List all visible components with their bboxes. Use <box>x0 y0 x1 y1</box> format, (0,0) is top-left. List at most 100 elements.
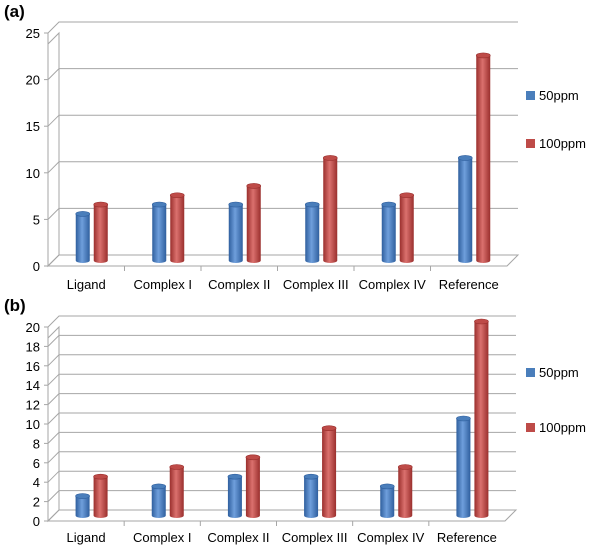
bar-100ppm-complex-ii <box>246 183 262 263</box>
bar-top <box>228 201 244 208</box>
bar-body <box>380 486 395 518</box>
bar-100ppm-complex-iv <box>399 192 415 263</box>
y-tick-label: 2 <box>33 495 40 510</box>
y-tick-label: 15 <box>26 119 40 134</box>
legend-swatch-50ppm <box>526 368 535 377</box>
bar-top <box>93 473 108 480</box>
legend-swatch-100ppm <box>526 423 535 432</box>
gridline <box>47 431 516 444</box>
bar-top <box>75 211 91 217</box>
gridline <box>47 68 518 80</box>
bar-top <box>169 464 185 470</box>
bar-body <box>227 476 242 518</box>
bar-body <box>323 157 338 263</box>
bar-100ppm-reference <box>474 318 489 518</box>
gridline <box>47 354 516 367</box>
bar-100ppm-ligand <box>93 201 109 263</box>
bar-body <box>228 204 243 263</box>
y-tick-label: 4 <box>33 475 40 490</box>
bar-50ppm-complex-i <box>151 201 167 263</box>
bar-100ppm-complex-iii <box>321 425 337 518</box>
bar-body <box>75 496 90 518</box>
bar-50ppm-complex-iv <box>381 201 397 263</box>
legend-label-50ppm: 50ppm <box>539 88 579 103</box>
gridline <box>47 114 518 127</box>
x-category-label: Complex IV <box>359 277 427 292</box>
bar-body <box>474 321 489 518</box>
bar-top <box>151 201 167 208</box>
y-tick-label: 0 <box>33 259 40 274</box>
y-tick-label: 20 <box>26 320 40 335</box>
bar-top <box>303 473 319 480</box>
x-category-label: Complex III <box>282 530 348 545</box>
y-tick-label: 18 <box>26 339 40 354</box>
gridline <box>47 161 518 174</box>
bar-50ppm-ligand <box>75 493 90 518</box>
bar-top <box>379 483 395 490</box>
bar-100ppm-complex-i <box>169 192 185 263</box>
x-category-label: Ligand <box>67 530 106 545</box>
bar-body <box>75 213 90 263</box>
bar-100ppm-complex-iii <box>322 155 338 263</box>
bar-top <box>169 192 185 199</box>
chart-panel-2: (b) 0 2 4 6 8 10 12 14 16 18 20 Ligand Complex I Compl… <box>4 296 586 545</box>
y-tick-label: 8 <box>33 436 40 451</box>
bar-top <box>75 493 90 499</box>
bar-top <box>245 454 261 461</box>
y-tick-label: 6 <box>33 456 40 471</box>
gridline <box>47 254 518 267</box>
gridline <box>47 315 516 328</box>
legend-label-50ppm: 50ppm <box>539 365 579 380</box>
x-category-label: Reference <box>437 530 497 545</box>
bar-top <box>321 425 337 432</box>
chart-floor <box>46 509 518 522</box>
bar-body <box>476 55 491 264</box>
bar-top <box>304 201 320 208</box>
bar-body <box>152 204 167 263</box>
x-category-label: Complex III <box>283 277 349 292</box>
bar-body <box>322 428 337 518</box>
x-category-label: Complex IV <box>357 530 425 545</box>
gridline <box>47 373 516 386</box>
y-tick-label: 10 <box>26 417 40 432</box>
bar-100ppm-complex-iv <box>397 464 413 518</box>
bar-body <box>456 418 471 518</box>
gridline <box>47 490 516 502</box>
x-category-label: Complex II <box>207 530 269 545</box>
bar-50ppm-reference <box>457 155 473 263</box>
y-tick-label: 10 <box>26 166 40 181</box>
x-category-label: Reference <box>439 277 499 292</box>
y-tick-label: 0 <box>33 514 40 529</box>
bar-top <box>322 155 338 161</box>
bar-body <box>398 467 413 518</box>
x-category-label: Complex II <box>208 277 270 292</box>
bar-body <box>458 157 473 263</box>
bar-body <box>170 195 185 263</box>
bar-body <box>246 185 261 263</box>
x-category-label: Complex I <box>133 530 192 545</box>
bar-50ppm-reference <box>456 415 471 518</box>
y-tick-label: 5 <box>33 212 40 227</box>
bar-50ppm-complex-ii <box>227 473 243 518</box>
bar-body <box>93 204 108 263</box>
gridline <box>47 334 516 347</box>
bar-50ppm-complex-iii <box>304 201 320 263</box>
chart-floor <box>46 254 520 267</box>
bar-top <box>246 183 262 189</box>
gridline <box>47 509 516 522</box>
x-category-label: Ligand <box>67 277 106 292</box>
bar-top <box>456 415 471 422</box>
legend-label-100ppm: 100ppm <box>539 136 586 151</box>
bar-body <box>93 476 108 518</box>
gridline <box>47 451 516 464</box>
y-tick-label: 20 <box>26 73 40 88</box>
bar-top <box>381 201 397 208</box>
bar-50ppm-complex-ii <box>228 201 244 263</box>
x-category-label: Complex I <box>133 277 192 292</box>
bar-50ppm-complex-i <box>151 483 167 518</box>
bar-body <box>399 195 414 263</box>
bar-body <box>151 486 166 518</box>
bar-top <box>397 464 413 470</box>
bar-100ppm-complex-ii <box>245 454 261 518</box>
